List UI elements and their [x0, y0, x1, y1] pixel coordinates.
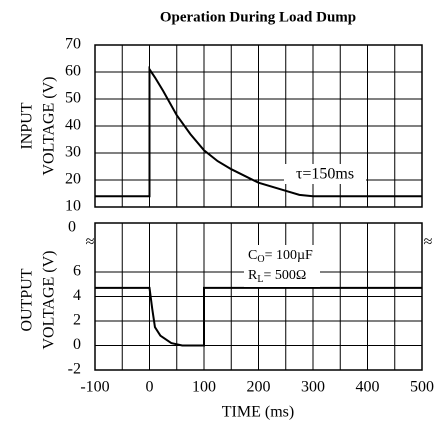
y-tick-label: 50	[65, 90, 81, 107]
x-tick-label: 100	[192, 379, 216, 396]
y-axis-label: VOLTAGE (V)	[41, 251, 58, 350]
annotation: RL= 500Ω	[248, 268, 306, 285]
y-tick-label: 70	[65, 36, 81, 53]
annotation: CO= 100µF	[248, 248, 313, 265]
y-tick-label: 2	[73, 312, 81, 329]
y-tick-label: 60	[65, 63, 81, 80]
x-tick-label: 400	[356, 379, 380, 396]
y-axis-label: OUTPUT	[19, 268, 36, 331]
y-tick-label: 20	[65, 171, 81, 188]
y-tick-label: 6	[73, 263, 81, 280]
x-tick-label: 500	[410, 379, 434, 396]
y-tick-label: -2	[68, 361, 81, 378]
y-tick-label: 30	[65, 144, 81, 161]
annotation-bg	[244, 245, 320, 287]
annotation: τ=150ms	[296, 166, 354, 183]
x-axis-label: TIME (ms)	[222, 404, 294, 421]
y-axis-label: VOLTAGE (V)	[41, 77, 58, 176]
y-tick-label: 40	[65, 117, 81, 134]
break-mark: ≈	[424, 234, 433, 251]
y-tick-label: 4	[73, 287, 81, 304]
x-tick-label: 0	[146, 379, 154, 396]
annotation-bg	[284, 164, 366, 184]
x-tick-label: -100	[80, 379, 109, 396]
break-mark: ≈	[86, 234, 95, 251]
chart-title: Operation During Load Dump	[160, 9, 356, 25]
y-tick-label: 0	[73, 336, 81, 353]
y-tick-label: 10	[65, 198, 81, 215]
y-tick-label: 0	[68, 219, 76, 236]
y-axis-label: INPUT	[19, 102, 36, 149]
x-tick-label: 200	[247, 379, 271, 396]
x-tick-label: 300	[301, 379, 325, 396]
